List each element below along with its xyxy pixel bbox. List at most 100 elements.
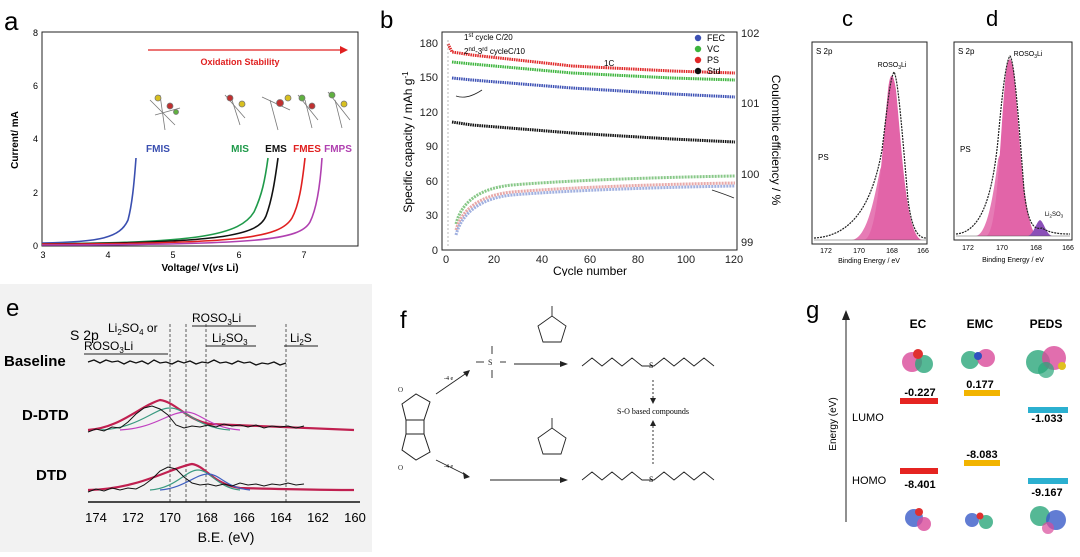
panel-g-orbital-peds-lumo [1026,346,1066,378]
panel-d-peak-label: ROSO3Li [1014,51,1043,60]
panel-c-xtick: 166 [917,248,929,255]
panel-e-xtick: 172 [122,510,144,525]
panel-d-xtick: 172 [962,245,974,252]
panel-b-ytick-right: 100 [741,169,759,181]
panel-g-lumo-label: LUMO [852,412,884,424]
panel-b-ytick-right: 101 [741,98,759,110]
panel-f-product-bottom-sulfur: S [649,475,653,484]
panel-d: d S 2p ROSO3Li PS Li2SO3 172 170 168 166… [936,0,1080,276]
panel-a-label-fmis: FMIS [146,144,170,155]
panel-a-frame [41,31,359,247]
panel-b-ylabel-left: Specific capacity / mAh g-1 [401,71,415,213]
panel-e-label-roso3li-a: ROSO3Li [84,339,133,355]
panel-b-annotation-3: 1C [604,59,614,68]
panel-d-xtick: 166 [1062,245,1074,252]
panel-g-homo-value-peds: -9.167 [1031,487,1062,499]
panel-b-legend-marker [694,56,702,64]
panel-b-xtick: 120 [725,254,743,266]
panel-f-reaction-arrowhead-top [560,361,568,367]
panel-e-component-d-dtd-1 [99,407,231,431]
panel-b-legend-marker [694,34,702,42]
panel-f-arrow-down [435,459,469,477]
panel-a-curve-mis [41,157,269,245]
panel-a-curve-ems [41,157,279,245]
panel-b-xtick: 40 [536,254,548,266]
panel-a-ytick: 2 [33,188,38,198]
panel-e-xtick: 160 [344,510,366,525]
panel-f-center-label: S-O based compounds [617,407,689,416]
panel-b-ytick-left: 120 [420,107,438,119]
panel-g-homo-label: HOMO [852,475,887,487]
panel-a-letter: a [4,6,19,36]
panel-e-label-li2so4: Li2SO4 or [108,321,158,337]
panel-b-xtick: 100 [677,254,695,266]
panel-g-homo-value-emc: -8.083 [966,449,997,461]
panel-b-annotation-1: 1st cycle C/20 [464,33,513,42]
panel-e-xtick: 174 [85,510,107,525]
panel-d-figure: d S 2p ROSO3Li PS Li2SO3 172 170 168 166… [953,6,1074,264]
panel-b-frame [441,31,738,251]
panel-d-peak-main [986,59,1038,237]
panel-b-xtick: 80 [632,254,644,266]
panel-a-xlabel: Voltage/ V(vs Li) [161,263,238,274]
panel-g-axis-arrowhead [842,310,850,320]
panel-b-legend-label: PS [707,55,719,65]
panel-b-series-ps [446,43,736,75]
svg-text:O: O [398,386,403,394]
panel-f-intermediate-top: S [476,346,506,378]
panel-g-figure: g Energy (eV) LUMO HOMO EC EMC PEDS -0.2… [806,297,1068,534]
panel-e-label-li2so3: Li2SO3 [212,331,248,347]
panel-c-envelope [813,70,927,239]
panel-a-xtick: 6 [236,250,241,260]
panel-f-product-top [581,357,715,367]
panel-b-arrow-right [711,189,735,199]
panel-f-product-top-sulfur: S [649,361,653,370]
panel-a-xtick: 4 [105,250,110,260]
panel-g-lumo-value-ec: -0.227 [904,387,935,399]
panel-a-label-fmps: FMPS [324,144,352,155]
panel-e-component-d-dtd-2 [119,411,241,431]
panel-e-label-roso3li-b: ROSO3Li [192,311,241,327]
panel-a-ylabel: Current/ mA [10,111,21,169]
panel-f-product-bottom [581,471,715,481]
panel-g-lumo-value-emc: 0.177 [966,379,994,391]
panel-a-ytick: 6 [33,81,38,91]
panel-c-frame [811,41,928,245]
panel-b-xlabel: Cycle number [553,264,627,276]
panel-a-ytick: 0 [33,241,38,251]
panel-c-xtick: 168 [886,248,898,255]
panel-b: b 0 30 60 90 120 150 180 99 100 101 102 … [372,0,784,278]
panel-c-xlabel: Binding Energy / eV [838,258,900,265]
panel-c-peak-label: ROSO3Li [878,62,907,71]
panel-e-row-d-dtd: D-DTD [22,407,69,424]
panel-g-homo-bar-emc [964,460,1000,466]
panel-b-xtick: 20 [488,254,500,266]
panel-e-xtick: 164 [270,510,292,525]
panel-e-spectrum-baseline [87,359,287,366]
panel-b-xtick: 0 [443,254,449,266]
panel-b-ytick-right: 102 [741,28,759,40]
panel-g-header-ec: EC [910,317,927,331]
panel-e: e S 2p Li2SO4 or ROSO3Li ROSO3Li Li2SO3 … [0,284,372,552]
panel-g: g Energy (eV) LUMO HOMO EC EMC PEDS -0.2… [800,284,1080,552]
panel-d-peak-minor [1028,220,1052,236]
panel-d-ps-label: PS [960,145,971,154]
svg-text:O: O [398,464,403,472]
panel-b-ce-ps [454,181,736,231]
panel-g-orbital-ec-lumo [902,349,933,373]
panel-b-legend: FEC VC PS Std [694,33,726,76]
panel-f-reactant-dtd: O O [398,386,431,472]
panel-e-spectrum-d-dtd [87,405,305,433]
panel-f-dotted-arrowhead-top [650,398,656,404]
panel-b-legend-label: VC [707,44,720,54]
panel-g-orbital-emc-homo [965,512,993,529]
panel-a-label-ems: EMS [265,144,287,155]
panel-g-header-emc: EMC [967,317,994,331]
panel-b-annotation-2: 2nd-3rd cycleC/10 [464,47,526,56]
panel-a-arrow-label: Oxidation Stability [200,57,279,67]
panel-d-envelope [955,55,1071,235]
panel-f-ec-ring-top [537,306,567,343]
panel-e-xtick: 166 [233,510,255,525]
panel-c-letter: c [842,6,853,31]
panel-f-arrow-up [435,371,469,395]
